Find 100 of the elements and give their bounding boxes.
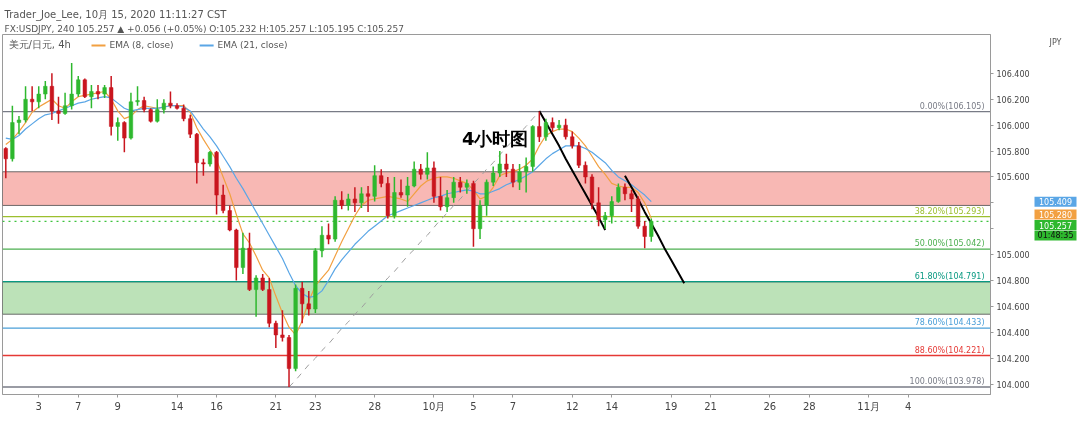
candlestick [477,199,483,240]
x-tick-label: 4 [904,400,912,412]
y-tick-label: 104.000 [996,380,1030,390]
x-tick-label: 14 [605,400,619,412]
candlestick [642,220,647,249]
candlestick [576,141,581,169]
candlestick [629,189,634,213]
candlestick [188,114,193,139]
candlestick [95,84,101,100]
candlestick [510,163,516,189]
candlestick [616,182,621,204]
line-series [623,174,686,285]
x-tick-label: 9 [114,400,121,412]
candlestick [445,189,450,213]
x-tick-label: 19 [664,400,678,412]
candlestick [16,115,22,135]
x-tick-label: 7 [509,400,517,412]
candlestick [23,85,28,124]
x-tick-label: 14 [170,400,184,412]
candlestick [537,110,542,143]
candlestick [596,186,601,227]
candlestick [609,195,614,225]
ref-line-label: 100.00%(103.978) [909,376,985,386]
ref-line-label: 61.80%(104.791) [914,271,985,281]
x-tick-label: 11月 [857,400,881,412]
candlestick [280,309,285,343]
candlestick [392,176,397,220]
x-tick-label: 21 [269,400,283,412]
candlestick [3,146,8,179]
x-tick-label: 21 [704,400,717,412]
candlestick [497,150,502,178]
x-tick-label: 10月 [422,400,446,412]
text: 105.257 [1038,221,1073,231]
candlestick [543,117,548,142]
ref-line-label: 38.20%(105.293) [914,206,985,216]
x-tick-label: 12 [565,400,579,412]
y-axis-title: JPY [1048,37,1062,47]
candlestick [583,160,588,185]
candlestick [36,85,41,110]
text: 105.409 [1038,198,1073,208]
y-tick-label: 105.000 [996,251,1030,261]
candlestick [135,85,140,107]
ref-line-label: 88.60%(104.221) [914,345,985,355]
y-tick-label: 105.800 [996,147,1030,157]
x-tick-label: 28 [803,400,816,412]
legend-title: 美元/日元, 4h [8,38,71,50]
legend-label: EMA (8, close) [109,39,174,50]
candlestick [366,185,371,213]
y-tick-label: 104.400 [996,328,1030,338]
candlestick [359,186,364,209]
y-tick-label: 106.000 [996,121,1030,131]
candlestick [438,176,443,212]
candlestick [484,178,489,217]
candlestick [43,80,48,100]
chart-title: Trader_Joe_Lee, 10月 15, 2020 11:11:27 CST [3,9,228,21]
candlestick [306,290,311,317]
candlestick [649,217,654,243]
candlestick [115,116,120,142]
chart-subtitle: FX:USDJPY, 240 105.257 ▲ +0.056 (+0.05%) O:105.232 H:105.257 L:105.195 C:105.257 [4,23,404,34]
candlestick [352,186,357,213]
candlestick [122,120,127,154]
candlestick [89,84,94,110]
candlestick [398,178,404,199]
candlestick [491,165,496,187]
candlestick [300,281,305,325]
x-tick-label: 3 [35,400,42,412]
candlestick [240,231,245,275]
line-series [538,109,607,232]
y-tick-label: 104.600 [996,302,1030,312]
y-tick-label: 104.800 [996,277,1030,287]
x-tick-label: 5 [470,400,477,412]
ref-line-label: 78.60%(104.433) [914,318,985,328]
candlestick [451,176,456,204]
ref-line-label: 50.00%(105.042) [914,239,985,249]
y-tick-label: 106.200 [996,95,1030,105]
candlestick [412,160,417,189]
candlestick [425,151,430,181]
x-tick-label: 28 [368,400,382,412]
candlestick [273,319,278,349]
x-tick-label: 16 [210,400,223,412]
candlestick [30,85,35,112]
candlestick [69,62,74,111]
candlestick [76,75,81,98]
candlestick [56,95,61,125]
candlestick [63,92,68,116]
text: 105.280 [1038,211,1073,221]
candlestick [517,163,522,191]
candlestick [326,222,331,246]
y-tick-label: 104.200 [996,354,1030,364]
candlestick [339,190,344,211]
candlestick [372,164,377,203]
legend-label: EMA (21, close) [217,39,288,50]
candlestick [254,274,259,318]
x-tick-label: 26 [763,400,777,412]
y-tick-label: 106.400 [996,69,1030,79]
annotation: 4小时图 [461,128,529,150]
y-tick-label: 105.600 [996,173,1030,183]
candlestick [603,211,608,230]
x-tick-label: 7 [75,400,82,412]
text: 01:48:35 [1037,231,1074,241]
